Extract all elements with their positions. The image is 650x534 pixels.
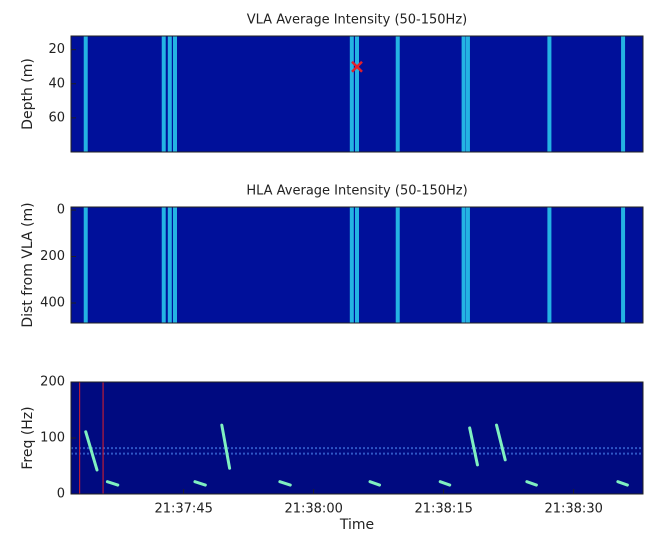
- intensity-stripe: [465, 36, 470, 152]
- plot-frame: [70, 35, 644, 153]
- intensity-stripe: [395, 207, 400, 323]
- y-tick-label: 20: [48, 42, 65, 57]
- intensity-stripe: [621, 207, 626, 323]
- intensity-stripe: [83, 36, 88, 152]
- y-axis-label: Depth (m): [20, 58, 36, 130]
- position-marker: [351, 60, 363, 73]
- y-tick-label: 100: [40, 431, 65, 446]
- intensity-stripe: [83, 207, 88, 323]
- y-tick-label: 0: [57, 487, 65, 502]
- intensity-stripe: [465, 207, 470, 323]
- heatmap: [83, 207, 626, 323]
- intensity-stripe: [547, 36, 552, 152]
- heatmap: [83, 36, 626, 152]
- intensity-stripe: [547, 207, 552, 323]
- y-tick-label: 0: [57, 203, 65, 218]
- call: [468, 426, 479, 467]
- intensity-stripe: [621, 36, 626, 152]
- intensity-stripe: [173, 207, 177, 323]
- intensity-stripe: [461, 207, 466, 323]
- y-tick-label: 40: [48, 76, 65, 91]
- x-axis-label: Time: [339, 517, 374, 533]
- intensity-stripe: [161, 36, 166, 152]
- call: [278, 480, 292, 487]
- x-tick-label: 21:38:00: [284, 502, 342, 517]
- panel-title: HLA Average Intensity (50-150Hz): [246, 184, 467, 199]
- y-axis-label: Freq (Hz): [20, 406, 36, 469]
- intensity-stripe: [355, 207, 359, 323]
- call: [495, 423, 507, 462]
- y-tick-label: 60: [48, 110, 65, 125]
- intensity-stripe: [167, 36, 172, 152]
- y-tick-label: 200: [40, 375, 65, 390]
- call: [220, 423, 232, 470]
- marker-stroke: [351, 60, 363, 73]
- intensity-stripe: [167, 207, 172, 323]
- x-tick-label: 21:38:15: [414, 502, 472, 517]
- intensity-stripe: [173, 36, 177, 152]
- y-tick-label: 400: [40, 296, 65, 311]
- call: [616, 480, 629, 487]
- plot-area: [71, 382, 643, 494]
- call: [438, 480, 452, 487]
- call: [193, 480, 207, 487]
- call: [105, 480, 120, 487]
- call: [84, 430, 99, 472]
- y-axis-label: Dist from VLA (m): [20, 202, 36, 327]
- call: [525, 480, 538, 487]
- intensity-stripe: [161, 207, 166, 323]
- intensity-stripe: [355, 36, 359, 152]
- intensity-stripe: [349, 207, 354, 323]
- y-tick-label: 200: [40, 249, 65, 264]
- x-tick-label: 21:37:45: [154, 502, 212, 517]
- intensity-stripe: [349, 36, 354, 152]
- intensity-stripe: [395, 36, 400, 152]
- panel-title: VLA Average Intensity (50-150Hz): [247, 13, 467, 28]
- intensity-stripe: [461, 36, 466, 152]
- plot-frame: [70, 206, 644, 324]
- call: [368, 480, 382, 487]
- x-tick-label: 21:38:30: [544, 502, 602, 517]
